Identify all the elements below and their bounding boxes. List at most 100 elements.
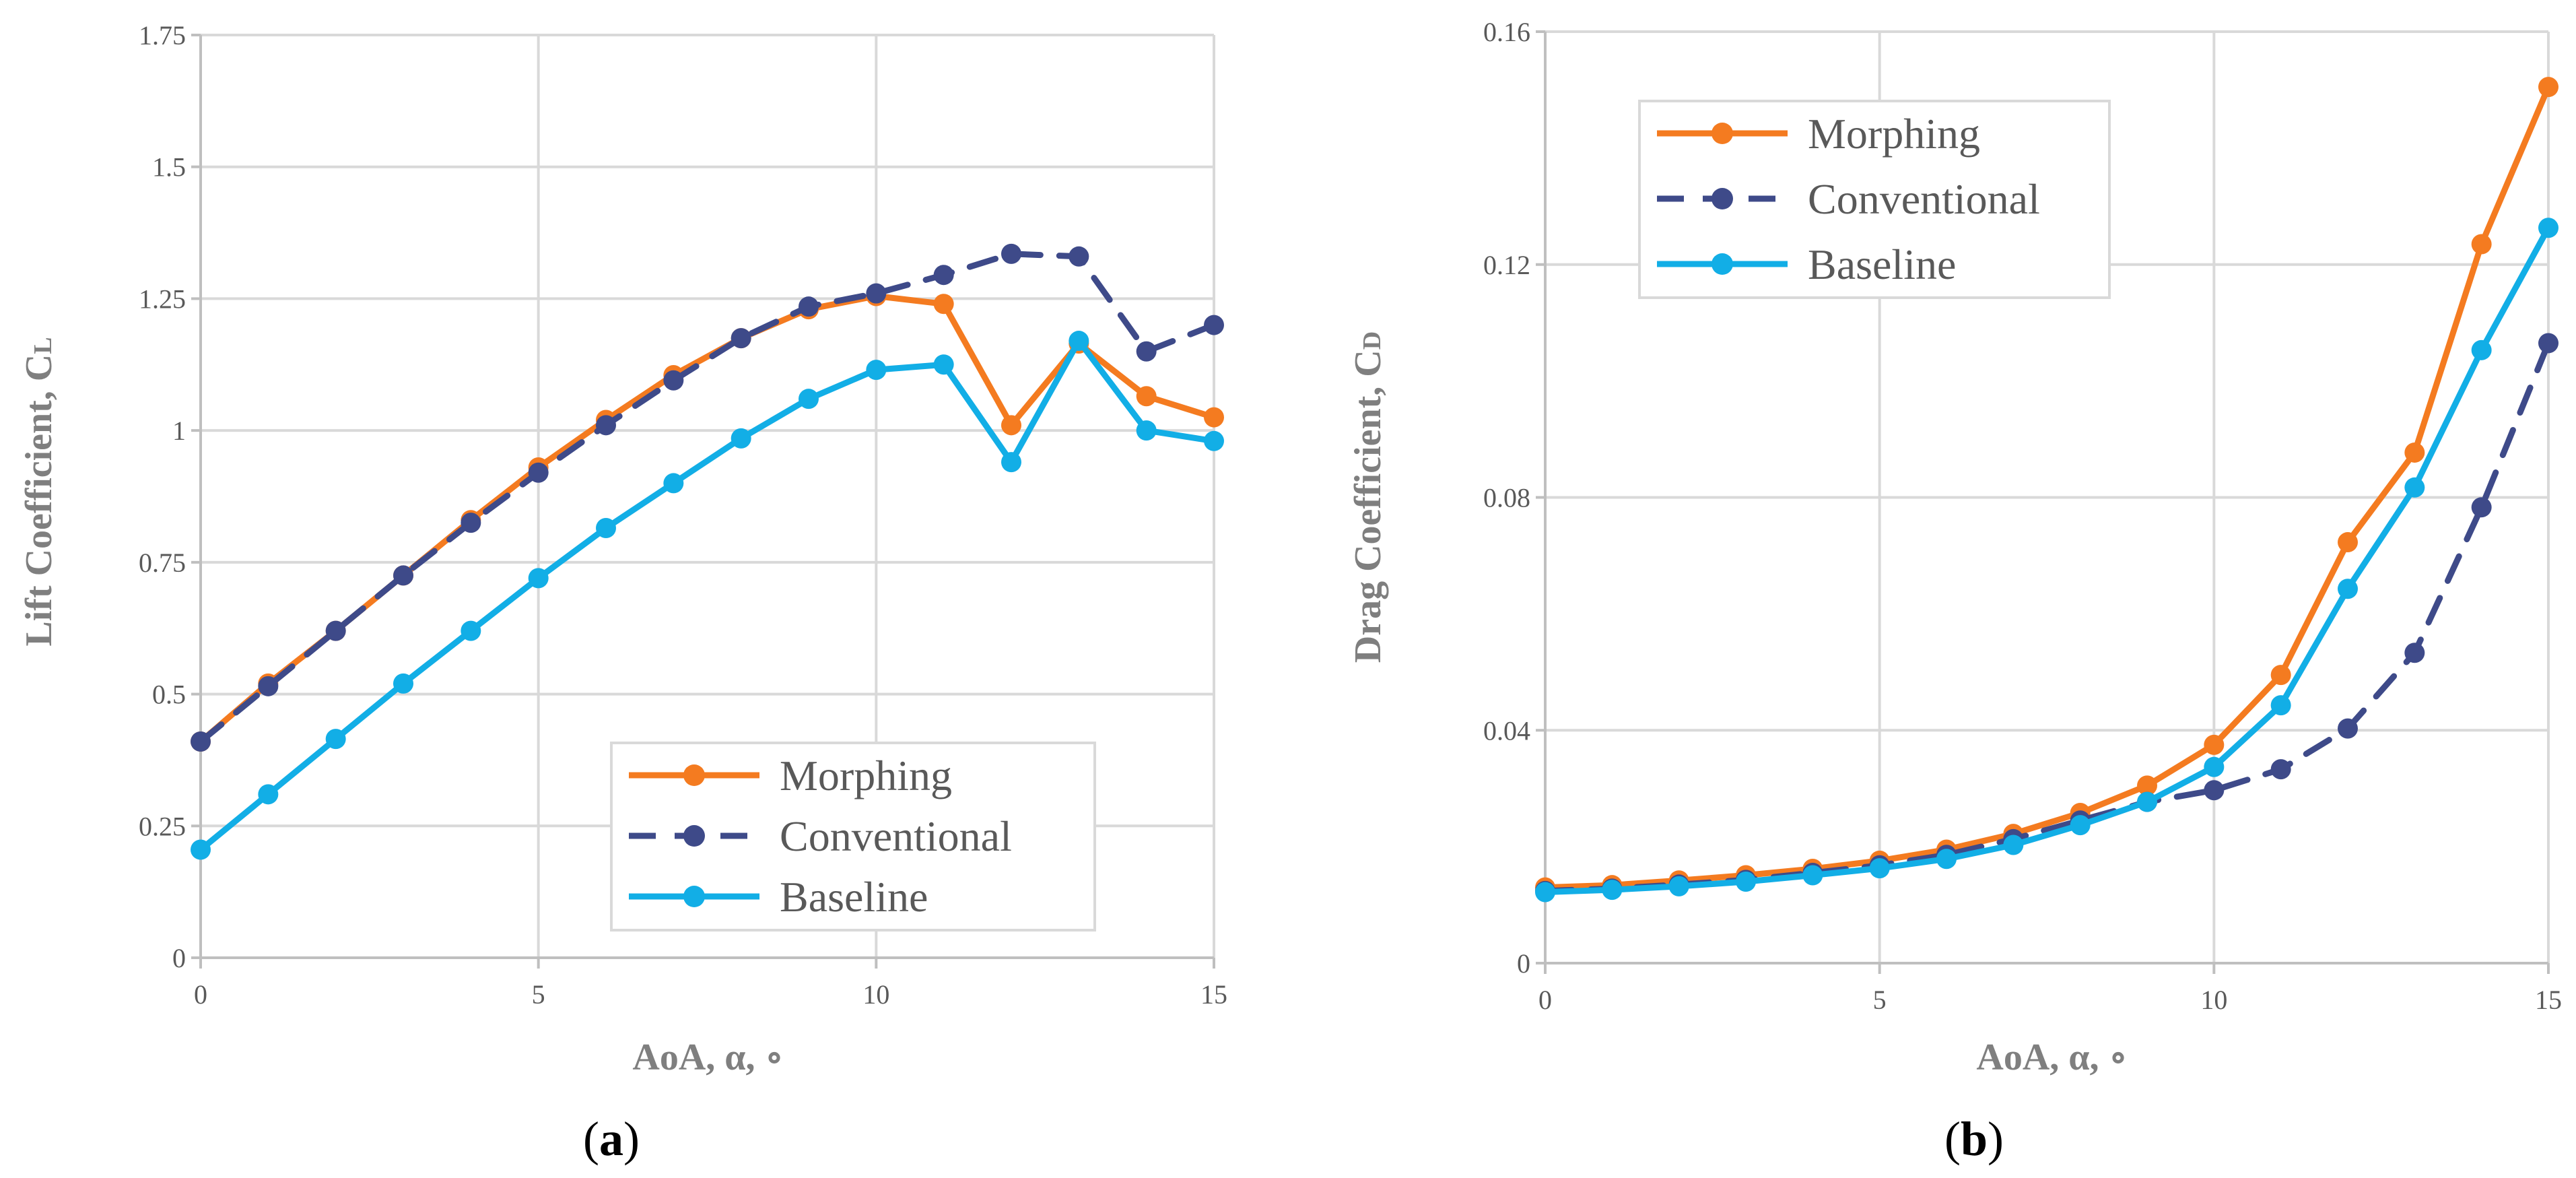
chart-a-point-conventional <box>1204 315 1224 335</box>
chart-a-point-morphing <box>1204 407 1224 428</box>
chart-b-point-morphing <box>2338 532 2358 553</box>
chart-b-point-baseline <box>2204 756 2225 777</box>
chart-b-point-baseline <box>1936 849 1957 870</box>
chart-b-point-baseline <box>2538 218 2558 238</box>
chart-b-y-tick-label: 0.04 <box>1483 715 1530 746</box>
chart-b-point-baseline <box>1668 876 1689 896</box>
chart-b-y-axis-title: Drag Coefficient, CD <box>1347 331 1389 663</box>
chart-a-series-line-baseline <box>197 337 1217 853</box>
chart-b-legend-marker-conventional <box>1711 188 1733 209</box>
chart-a-caption-letter: a <box>599 1112 623 1166</box>
chart-a-point-conventional <box>393 565 413 586</box>
chart-a-point-conventional <box>258 676 279 696</box>
chart-b-x-tick-label: 5 <box>1873 985 1887 1015</box>
chart-a-legend-marker-baseline <box>683 886 705 907</box>
chart-a-point-conventional <box>461 513 481 533</box>
chart-a-y-tick-label: 0.75 <box>139 548 186 578</box>
chart-b-legend-label-baseline: Baseline <box>1808 240 1956 288</box>
chart-b-legend: Morphing Conventional Baseline <box>1638 100 2111 299</box>
chart-a-point-baseline <box>258 784 279 805</box>
chart-b-legend-label-conventional: Conventional <box>1808 175 2040 223</box>
chart-b-point-morphing <box>2471 234 2492 255</box>
chart-b-y-tick-label: 0.16 <box>1483 17 1530 47</box>
chart-a-point-baseline <box>596 517 616 538</box>
chart-b-ticks: 0 0.04 0.08 0.12 0.16 0 5 10 15 <box>1483 17 2562 1015</box>
chart-a-grid <box>201 34 1215 958</box>
chart-a-legend-label-conventional: Conventional <box>780 812 1012 860</box>
chart-b-y-tick-label: 0 <box>1517 948 1530 979</box>
chart-a-y-tick-label: 0.25 <box>139 811 186 841</box>
chart-b-y-axis-title-main: Drag Coefficient, C <box>1347 350 1389 663</box>
chart-b-point-baseline <box>2404 477 2425 498</box>
chart-b-caption-open: ( <box>1944 1112 1961 1166</box>
chart-b-point-conventional <box>2270 759 2291 780</box>
chart-a-y-axis-title-main: Lift Coefficient, C <box>18 354 60 647</box>
chart-b-point-baseline <box>2137 791 2157 812</box>
chart-a-point-conventional <box>1001 243 1021 264</box>
chart-b-x-tick-label: 10 <box>2200 985 2227 1015</box>
chart-a-point-conventional <box>325 620 346 641</box>
chart-a-series-line-conventional <box>197 251 1217 745</box>
chart-a-point-conventional <box>1136 341 1157 362</box>
chart-b-point-baseline <box>1535 882 1555 903</box>
chart-a-legend-label-morphing: Morphing <box>780 752 952 799</box>
chart-a-caption: (a) <box>583 1112 640 1166</box>
chart-a-point-conventional <box>799 296 819 317</box>
chart-a-point-baseline <box>866 360 887 381</box>
chart-a-point-baseline <box>1136 420 1157 441</box>
chart-b-point-conventional <box>2404 643 2425 663</box>
chart-a-legend-marker-morphing <box>683 764 705 786</box>
chart-a-x-tick-label: 0 <box>194 979 207 1010</box>
chart-a-caption-close: ) <box>623 1112 640 1166</box>
chart-b-legend-marker-baseline <box>1711 253 1733 275</box>
chart-a-point-morphing <box>1136 386 1157 407</box>
chart-b-point-conventional <box>2471 497 2492 518</box>
chart-a-point-conventional <box>1069 246 1089 267</box>
chart-b-point-morphing <box>2270 665 2291 686</box>
chart-a-point-conventional <box>933 265 954 286</box>
chart-b-point-morphing <box>2204 734 2225 755</box>
chart-a-y-tick-label: 1.75 <box>139 20 186 51</box>
chart-a-series-layer <box>191 243 1224 860</box>
chart-a-series-line-morphing <box>197 293 1217 745</box>
chart-a-point-morphing <box>1001 415 1021 436</box>
chart-b-point-baseline <box>2270 695 2291 716</box>
chart-a-point-baseline <box>528 568 549 589</box>
chart-a-caption-open: ( <box>583 1112 599 1166</box>
chart-b-point-morphing <box>2538 77 2558 98</box>
chart-a-x-tick-label: 15 <box>1200 979 1227 1010</box>
chart-a-point-baseline <box>325 729 346 750</box>
chart-a-ticks: 0 0.25 0.5 0.75 1 1.25 1.5 1.75 0 5 10 15 <box>139 20 1227 1010</box>
chart-a-point-conventional <box>731 328 751 349</box>
chart-b-point-baseline <box>2471 339 2492 360</box>
chart-a-point-baseline <box>461 620 481 641</box>
chart-b-legend-label-morphing: Morphing <box>1808 110 1980 158</box>
chart-b-point-conventional <box>2204 780 2225 801</box>
chart-b-series-line-conventional <box>1542 339 2552 894</box>
chart-a-legend-marker-conventional <box>683 825 705 847</box>
chart-a-point-baseline <box>1069 331 1089 352</box>
chart-a-x-tick-label: 5 <box>532 979 545 1010</box>
chart-a-point-baseline <box>663 473 684 494</box>
chart-b-caption: (b) <box>1944 1112 2004 1166</box>
chart-b-axes <box>1536 30 2550 974</box>
chart-b-point-baseline <box>1602 880 1623 901</box>
chart-b-point-baseline <box>2003 835 2024 855</box>
chart-b-y-axis-title-subscript: D <box>1358 331 1386 350</box>
chart-b-panel: 0 0.04 0.08 0.12 0.16 0 5 10 15 AoA, α, ∘ Drag C… <box>1347 17 2562 1166</box>
chart-a-y-tick-label: 0 <box>172 943 186 973</box>
chart-b-point-baseline <box>1802 865 1823 886</box>
chart-b-point-conventional <box>2538 333 2558 354</box>
chart-a-point-baseline <box>1001 452 1021 473</box>
chart-b-point-conventional <box>2338 718 2358 739</box>
chart-a-point-baseline <box>1204 430 1224 451</box>
chart-b-legend-marker-morphing <box>1711 123 1733 144</box>
chart-a-point-conventional <box>866 283 887 304</box>
chart-b-point-baseline <box>2070 815 2091 836</box>
chart-a-y-tick-label: 1 <box>172 416 186 446</box>
chart-b-series-line-morphing <box>1542 84 2552 891</box>
chart-a-point-conventional <box>663 370 684 391</box>
chart-a-y-tick-label: 1.5 <box>152 152 186 183</box>
chart-a-panel: 0 0.25 0.5 0.75 1 1.25 1.5 1.75 0 5 10 15 AoA, α, ∘… <box>18 20 1227 1166</box>
